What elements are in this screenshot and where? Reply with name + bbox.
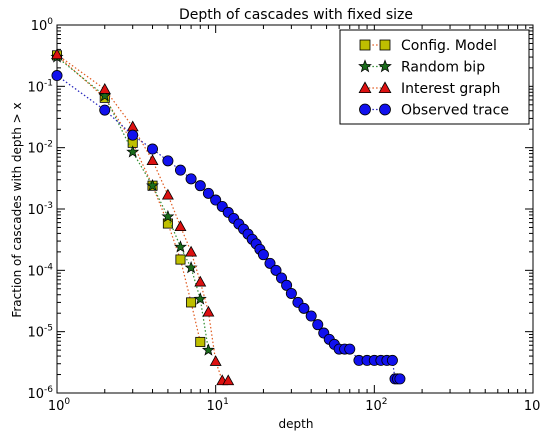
legend-marker bbox=[378, 81, 392, 93]
legend-marker bbox=[359, 103, 371, 116]
legend-marker bbox=[379, 39, 391, 51]
data-point bbox=[285, 287, 297, 299]
y-tick-label: 10-1 bbox=[27, 78, 53, 95]
data-point bbox=[185, 245, 198, 257]
data-point bbox=[194, 180, 206, 192]
data-point bbox=[201, 343, 215, 356]
data-point bbox=[174, 164, 186, 176]
legend-box bbox=[339, 29, 530, 125]
data-point bbox=[175, 254, 186, 265]
legend-item: Observed trace bbox=[359, 103, 509, 119]
legend-label: Config. Model bbox=[401, 38, 497, 54]
data-point bbox=[51, 48, 63, 60]
legend-marker bbox=[378, 59, 392, 73]
data-point bbox=[209, 355, 222, 366]
legend-item: Config. Model bbox=[359, 38, 497, 54]
data-point bbox=[194, 275, 207, 287]
data-point bbox=[264, 257, 276, 269]
legend-item: Random bip bbox=[358, 59, 485, 76]
axis-ticks bbox=[56, 24, 534, 394]
data-point bbox=[146, 178, 159, 192]
data-point bbox=[185, 173, 197, 185]
data-point bbox=[195, 336, 206, 347]
data-point bbox=[222, 374, 235, 386]
data-point bbox=[98, 83, 111, 94]
data-point bbox=[98, 89, 112, 102]
y-tick-label: 10-6 bbox=[27, 385, 53, 402]
data-point bbox=[147, 143, 159, 155]
data-point bbox=[281, 279, 293, 291]
data-point bbox=[312, 319, 324, 331]
y-tick-label: 10-4 bbox=[27, 262, 53, 279]
y-tick-label: 100 bbox=[31, 17, 54, 34]
legend-marker bbox=[358, 81, 372, 93]
y-axis-label: Fraction of cascades with depth > x bbox=[10, 102, 24, 317]
data-point bbox=[394, 373, 406, 385]
legend-label: Interest graph bbox=[401, 81, 500, 97]
x-tick-label: 103 bbox=[524, 397, 541, 414]
data-point bbox=[99, 104, 111, 116]
legend-marker bbox=[358, 59, 372, 73]
y-tick-label: 10-5 bbox=[27, 324, 53, 341]
series-triangle bbox=[51, 48, 235, 386]
data-point bbox=[161, 209, 175, 223]
chart-title: Depth of cascades with fixed size bbox=[179, 7, 413, 23]
data-point bbox=[186, 297, 197, 308]
data-point bbox=[146, 154, 159, 166]
data-point bbox=[162, 155, 174, 167]
data-point bbox=[51, 70, 63, 82]
y-tick-label: 10-3 bbox=[27, 201, 53, 218]
legend-marker bbox=[359, 39, 371, 51]
data-point bbox=[184, 260, 198, 274]
data-point bbox=[202, 305, 215, 317]
series-line bbox=[56, 56, 210, 351]
tick-labels: 100 101 102 103 10-6 10-5 10-4 10-3 10-2 10-1 100 bbox=[27, 17, 541, 414]
data-point bbox=[210, 194, 222, 206]
data-point bbox=[270, 264, 282, 276]
legend-item: Interest graph bbox=[358, 81, 500, 97]
legend: Config. Model Random bip Interest graph Obs… bbox=[339, 29, 530, 125]
data-point bbox=[193, 292, 207, 305]
data-point bbox=[202, 187, 214, 199]
data-point bbox=[298, 302, 310, 314]
data-point bbox=[161, 188, 174, 200]
data-point bbox=[386, 354, 398, 366]
legend-label: Observed trace bbox=[401, 103, 509, 119]
data-point bbox=[174, 240, 187, 253]
x-tick-label: 102 bbox=[365, 397, 387, 414]
x-tick-label: 101 bbox=[207, 397, 229, 414]
data-point bbox=[344, 343, 356, 355]
data-point bbox=[174, 220, 187, 232]
x-axis-label: depth bbox=[279, 417, 314, 431]
x-tick-label: 100 bbox=[48, 397, 71, 414]
legend-marker bbox=[379, 103, 391, 116]
series-layer bbox=[50, 48, 406, 386]
data-point bbox=[305, 310, 317, 322]
data-point bbox=[257, 249, 269, 261]
legend-label: Random bip bbox=[401, 60, 485, 76]
y-tick-label: 10-2 bbox=[27, 140, 53, 157]
series-circle bbox=[51, 70, 406, 385]
data-point bbox=[127, 129, 139, 141]
data-point bbox=[126, 145, 140, 158]
